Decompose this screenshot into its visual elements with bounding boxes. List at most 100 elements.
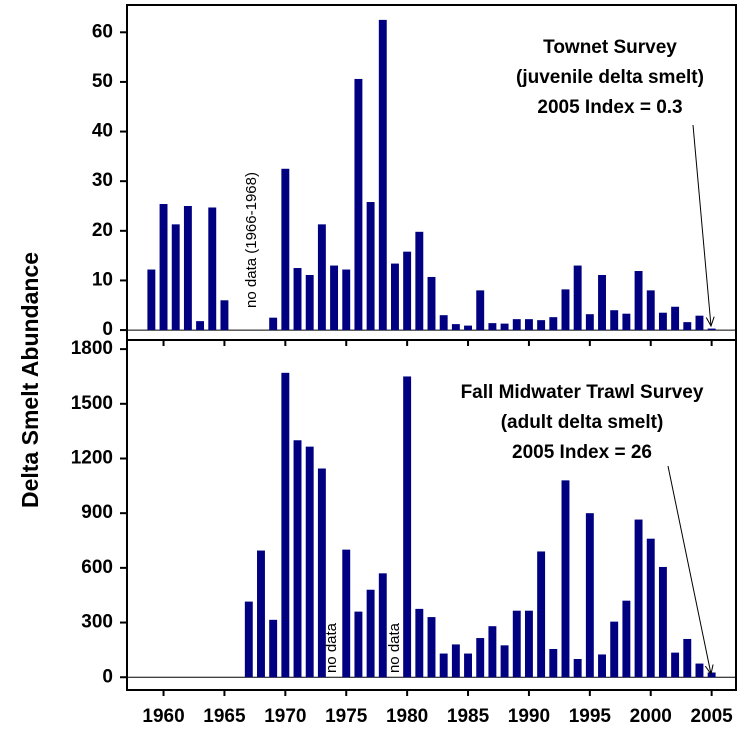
x-tick-label: 1975 — [325, 706, 368, 727]
bar — [378, 573, 387, 678]
bar — [671, 652, 680, 678]
bar — [354, 78, 363, 331]
bar — [537, 551, 546, 678]
x-tick-label: 1990 — [508, 706, 550, 727]
bar — [317, 224, 326, 331]
bar — [159, 204, 168, 331]
y-tick-label: 20 — [92, 220, 113, 241]
y-tick-label: 30 — [92, 170, 113, 191]
bar — [293, 440, 302, 678]
bar — [634, 519, 643, 678]
panel-title: Townet Survey — [543, 37, 677, 58]
bar — [305, 446, 314, 678]
y-tick-label: 50 — [92, 71, 113, 92]
bar — [598, 274, 606, 331]
panel-subtitle: (adult delta smelt) — [501, 412, 664, 433]
x-tick-label: 1970 — [264, 706, 306, 727]
y-tick-label: 1800 — [71, 338, 113, 359]
bar — [451, 644, 460, 678]
no-data-note: no data — [323, 622, 340, 673]
bar — [391, 263, 399, 331]
bar — [549, 317, 558, 331]
bar — [598, 654, 606, 678]
bar — [403, 376, 412, 678]
y-tick-label: 0 — [102, 666, 113, 687]
bar — [147, 269, 156, 331]
annotation-arrow — [667, 465, 711, 674]
bar — [403, 251, 412, 331]
bar — [573, 659, 582, 678]
bar — [464, 653, 472, 678]
bar — [464, 325, 472, 331]
x-tick-label: 1965 — [203, 706, 246, 727]
bar — [451, 324, 460, 331]
bar — [220, 300, 229, 331]
bar — [439, 653, 448, 678]
bar — [208, 207, 217, 331]
bar — [415, 608, 424, 678]
bar — [342, 549, 351, 678]
bar — [524, 610, 533, 678]
bar — [585, 513, 594, 678]
panel-annotation: 2005 Index = 0.3 — [537, 97, 682, 118]
no-data-note: no data (1966-1968) — [243, 172, 260, 308]
bar — [695, 315, 704, 331]
y-tick-label: 0 — [102, 319, 113, 340]
bar — [537, 320, 546, 331]
bar — [549, 648, 558, 678]
bar — [512, 610, 521, 678]
bar — [281, 372, 290, 678]
y-tick-label: 1200 — [71, 448, 113, 469]
bar — [488, 323, 497, 331]
x-tick-label: 1980 — [386, 706, 428, 727]
bar — [658, 312, 667, 331]
panel-annotation: 2005 Index = 26 — [512, 442, 652, 463]
x-tick-label: 2000 — [630, 706, 672, 727]
bar — [342, 269, 351, 331]
bar — [658, 566, 667, 678]
bar — [683, 322, 692, 331]
bar — [671, 306, 680, 331]
bar — [622, 313, 631, 331]
y-axis-label: Delta Smelt Abundance — [17, 252, 43, 508]
y-tick-label: 300 — [81, 612, 113, 633]
bar — [244, 601, 253, 678]
bar — [183, 206, 192, 331]
bar — [573, 265, 582, 331]
x-tick-label: 1985 — [447, 706, 490, 727]
panel-subtitle: (juvenile delta smelt) — [516, 67, 704, 88]
bar — [634, 271, 643, 331]
x-tick-label: 1995 — [569, 706, 612, 727]
bar — [561, 289, 570, 331]
y-tick-label: 40 — [92, 121, 113, 142]
bar — [646, 538, 655, 678]
bar — [476, 638, 485, 678]
panel-title: Fall Midwater Trawl Survey — [461, 382, 704, 403]
bar — [427, 276, 436, 331]
bar — [196, 321, 205, 331]
bar — [622, 600, 631, 678]
bar — [378, 19, 387, 331]
y-tick-label: 600 — [81, 557, 113, 578]
bar — [366, 589, 375, 678]
bar — [415, 231, 424, 331]
plot-frame — [126, 339, 737, 691]
bar — [524, 319, 533, 331]
bar — [646, 290, 655, 331]
bar — [305, 274, 314, 331]
bar — [427, 617, 436, 678]
bar — [317, 468, 326, 678]
y-tick-label: 60 — [92, 21, 113, 42]
y-tick-label: 1500 — [71, 393, 113, 414]
y-tick-label: 900 — [81, 502, 113, 523]
bar — [281, 168, 290, 331]
bar — [488, 626, 497, 678]
bar — [330, 265, 339, 331]
bar — [354, 611, 363, 678]
bar — [610, 310, 619, 331]
y-tick-label: 10 — [92, 269, 113, 290]
bar — [610, 621, 619, 678]
bar — [585, 314, 594, 331]
x-tick-label: 1960 — [142, 706, 184, 727]
